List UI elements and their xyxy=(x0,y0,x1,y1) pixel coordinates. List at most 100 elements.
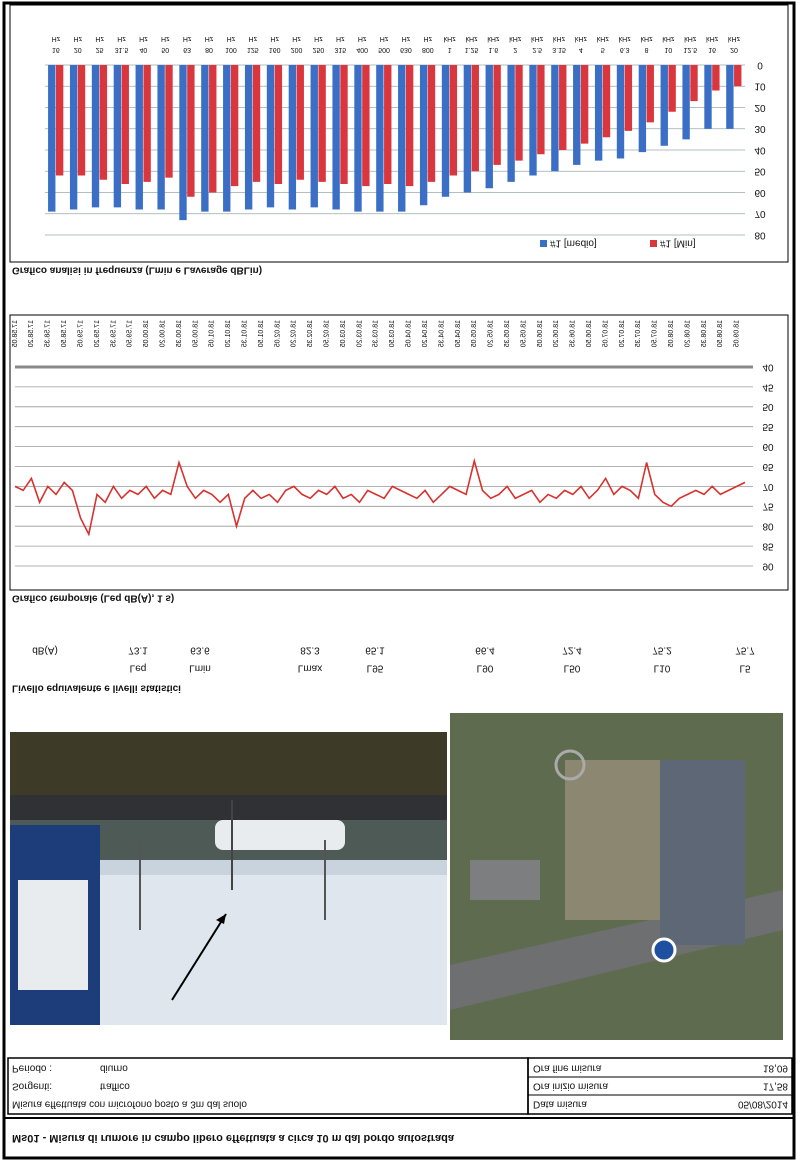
x-tick-label: 18.05.20 xyxy=(488,320,495,347)
x-tick-label: 18.02.50 xyxy=(324,320,331,347)
bar xyxy=(384,65,392,184)
bar xyxy=(48,65,56,212)
street-photo xyxy=(10,732,447,1025)
bar xyxy=(660,65,668,146)
chart-title: Grafico analisi in frequenza (Lmin e Lav… xyxy=(12,264,262,275)
bar xyxy=(274,65,283,184)
chart-frame xyxy=(9,4,789,263)
x-tick-label: 20 xyxy=(74,46,82,53)
bar xyxy=(463,65,472,193)
bar xyxy=(559,65,567,150)
x-tick-unit: kHz xyxy=(597,35,610,42)
bar xyxy=(354,65,362,212)
x-tick-label: 18.01.35 xyxy=(242,320,249,347)
chart-frame xyxy=(9,314,789,591)
x-tick-label: 17.59.05 xyxy=(77,320,84,347)
stat-value: 73.1 xyxy=(128,644,148,655)
x-tick-unit: kHz xyxy=(619,35,632,42)
legend-label: #1 [medio] xyxy=(550,237,597,248)
x-tick-label: 18.07.20 xyxy=(619,320,626,347)
bar xyxy=(288,65,297,210)
x-tick-unit: kHz xyxy=(444,35,457,42)
info-value: 05/08/2014 xyxy=(738,1098,788,1109)
bar xyxy=(551,65,559,172)
x-tick-label: 18.01.20 xyxy=(225,320,232,347)
x-tick-label: 10 xyxy=(665,46,673,53)
info-value: 17,58 xyxy=(763,1080,788,1091)
x-tick-label: 18.05.35 xyxy=(504,320,511,347)
x-tick-unit: Hz xyxy=(314,35,323,42)
y-tick-label: 60 xyxy=(754,187,766,198)
x-tick-label: 17.58.20 xyxy=(28,320,35,347)
x-tick-unit: kHz xyxy=(641,35,654,42)
stat-value: 63.6 xyxy=(190,644,210,655)
bar xyxy=(515,65,523,161)
x-tick-unit: Hz xyxy=(402,35,411,42)
bar xyxy=(712,65,720,91)
title: Ms01 - Misura di rumore in campo libero … xyxy=(12,1132,455,1144)
info-box xyxy=(527,1057,793,1115)
data-line xyxy=(14,457,746,537)
x-tick-label: 18.03.50 xyxy=(389,320,396,347)
y-tick-label: 80 xyxy=(762,521,774,532)
bar xyxy=(668,65,676,112)
bar xyxy=(310,65,318,208)
stat-label: L90 xyxy=(477,662,494,673)
bar xyxy=(405,65,414,187)
bar xyxy=(230,65,239,187)
bar xyxy=(493,65,501,165)
x-tick-label: 5 xyxy=(601,46,605,53)
bar xyxy=(690,65,698,102)
x-tick-label: 18.01.50 xyxy=(258,320,265,347)
x-tick-unit: Hz xyxy=(227,35,236,42)
x-tick-unit: kHz xyxy=(706,35,719,42)
x-tick-label: 100 xyxy=(225,46,237,53)
x-tick-unit: kHz xyxy=(684,35,697,42)
x-tick-unit: Hz xyxy=(183,35,192,42)
x-tick-label: 17.58.50 xyxy=(61,320,68,347)
x-tick-unit: Hz xyxy=(95,35,104,42)
bar xyxy=(113,65,122,208)
x-tick-label: 12.5 xyxy=(684,46,698,53)
y-tick-label: 70 xyxy=(754,208,766,219)
x-tick-label: 18.05.50 xyxy=(520,320,527,347)
stat-label: L50 xyxy=(564,662,581,673)
bar xyxy=(252,65,261,182)
x-tick-label: 1.25 xyxy=(465,46,479,53)
x-tick-label: 1 xyxy=(448,46,452,53)
x-tick-label: 17.59.20 xyxy=(94,320,101,347)
x-tick-label: 63 xyxy=(183,46,191,53)
bar xyxy=(734,65,742,87)
x-tick-label: 18.04.20 xyxy=(422,320,429,347)
x-tick-unit: Hz xyxy=(117,35,126,42)
x-tick-unit: Hz xyxy=(205,35,214,42)
stats-unit: dB(A) xyxy=(32,644,58,655)
stat-value: 82.3 xyxy=(300,644,320,655)
x-tick-label: 18.00.20 xyxy=(159,320,166,347)
x-tick-label: 18.00.35 xyxy=(176,320,183,347)
bar xyxy=(135,65,143,210)
x-tick-unit: Hz xyxy=(52,35,61,42)
stat-value: 65.1 xyxy=(365,644,385,655)
bar xyxy=(537,65,545,155)
x-tick-unit: kHz xyxy=(728,35,741,42)
x-tick-unit: kHz xyxy=(509,35,522,42)
x-tick-label: 18.06.20 xyxy=(553,320,560,347)
x-tick-label: 18.03.35 xyxy=(373,320,380,347)
x-tick-label: 2 xyxy=(513,46,517,53)
bar xyxy=(165,65,173,178)
x-tick-label: 2.5 xyxy=(532,46,542,53)
y-tick-label: 50 xyxy=(762,401,774,412)
x-tick-label: 18.08.20 xyxy=(684,320,691,347)
x-tick-unit: Hz xyxy=(380,35,389,42)
x-tick-unit: Hz xyxy=(161,35,170,42)
x-tick-unit: Hz xyxy=(424,35,433,42)
x-tick-label: 18.06.05 xyxy=(537,320,544,347)
x-tick-label: 18.07.05 xyxy=(602,320,609,347)
x-tick-label: 4 xyxy=(579,46,583,53)
x-tick-label: 800 xyxy=(422,46,434,53)
x-tick-label: 3.15 xyxy=(552,46,566,53)
x-tick-unit: Hz xyxy=(249,35,258,42)
x-tick-unit: Hz xyxy=(336,35,345,42)
